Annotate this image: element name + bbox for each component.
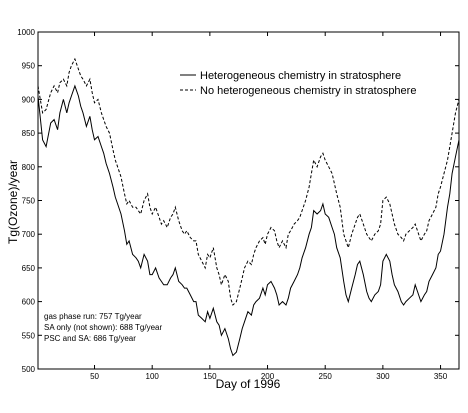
y-tick-label-550: 550 (22, 331, 36, 340)
y-tick-label-750: 750 (22, 197, 36, 206)
annotation-gas-phase: gas phase run: 757 Tg/year (44, 312, 142, 321)
y-tick-label-600: 600 (22, 298, 36, 307)
y-tick-label-800: 800 (22, 163, 36, 172)
y-tick-label-950: 950 (22, 62, 36, 71)
y-axis-ticks: 500 550 600 650 700 750 800 850 900 950 1000 (17, 28, 459, 374)
x-tick-label-100: 100 (146, 372, 160, 381)
y-tick-label-850: 850 (22, 129, 36, 138)
y-tick-label-700: 700 (22, 230, 36, 239)
x-axis-title: Day of 1996 (216, 377, 281, 391)
x-tick-label-50: 50 (90, 372, 99, 381)
annotation-psc-sa: PSC and SA: 686 Tg/year (44, 334, 136, 343)
y-axis-title: Tg(Ozone)/year (6, 160, 20, 244)
legend-label-heterogeneous: Heterogeneous chemistry in stratosphere (200, 70, 401, 82)
series-line-heterogeneous (37, 84, 460, 357)
x-tick-label-200: 200 (261, 372, 275, 381)
x-tick-label-300: 300 (376, 372, 390, 381)
x-tick-label-350: 350 (434, 372, 448, 381)
legend: Heterogeneous chemistry in stratosphere … (180, 70, 416, 97)
x-tick-label-250: 250 (319, 372, 333, 381)
x-tick-label-150: 150 (203, 372, 217, 381)
annotation-block: gas phase run: 757 Tg/year SA only (not … (44, 312, 162, 343)
legend-label-no-heterogeneous: No heterogeneous chemistry in stratosphe… (200, 85, 416, 97)
y-tick-label-500: 500 (22, 365, 36, 374)
y-tick-label-900: 900 (22, 95, 36, 104)
x-axis-ticks: 50 100 150 200 250 300 350 (90, 32, 448, 381)
y-tick-label-650: 650 (22, 264, 36, 273)
series-line-no-heterogeneous (37, 57, 460, 306)
series-group (37, 57, 460, 357)
annotation-sa-only: SA only (not shown): 688 Tg/year (44, 323, 162, 332)
y-tick-label-1000: 1000 (17, 28, 35, 37)
